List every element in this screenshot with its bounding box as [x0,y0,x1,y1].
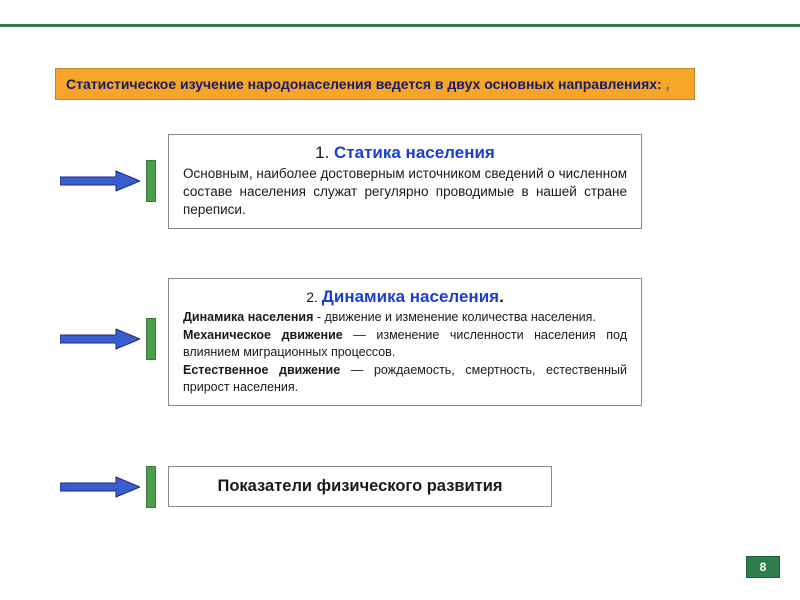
box1-title-text: Статика населения [334,143,495,162]
page-number: 8 [760,560,767,574]
green-bar-3 [146,466,156,508]
header-box: Статистическое изучение народонаселения … [55,68,695,100]
box-dynamics: 2. Динамика населения. Динамика населени… [168,278,642,406]
box2-p2-term: Механическое движение [183,328,343,342]
arrow-icon-2 [60,328,140,350]
header-main: Статистическое изучение народонаселения … [66,76,666,92]
box2-p1-rest: - движение и изменение количества населе… [313,310,595,324]
box1-num: 1. [315,143,334,162]
header-text: Статистическое изучение народонаселения … [66,75,684,93]
box1-body: Основным, наиболее достоверным источнико… [183,165,627,220]
arrow-icon-3 [60,476,140,498]
header-trailing: , [666,76,670,92]
green-bar-1 [146,160,156,202]
box-indicators: Показатели физического развития [168,466,552,507]
box2-p3-term: Естественное движение [183,363,340,377]
top-divider [0,24,800,27]
box-statics: 1. Статика населения Основным, наиболее … [168,134,642,229]
box2-title: 2. Динамика населения. [183,287,627,307]
page-number-badge: 8 [746,556,780,578]
box2-p1: Динамика населения - движение и изменени… [183,309,627,327]
box2-dot: . [499,287,504,306]
box2-p3: Естественное движение — рождаемость, сме… [183,362,627,397]
box1-title: 1. Статика населения [183,143,627,163]
box2-p2: Механическое движение — изменение числен… [183,327,627,362]
box2-title-text: Динамика населения [322,287,499,306]
box3-title: Показатели физического развития [183,477,537,496]
box2-num: 2. [306,289,322,305]
box2-body: Динамика населения - движение и изменени… [183,309,627,397]
arrow-icon-1 [60,170,140,192]
green-bar-2 [146,318,156,360]
box2-p1-term: Динамика населения [183,310,313,324]
